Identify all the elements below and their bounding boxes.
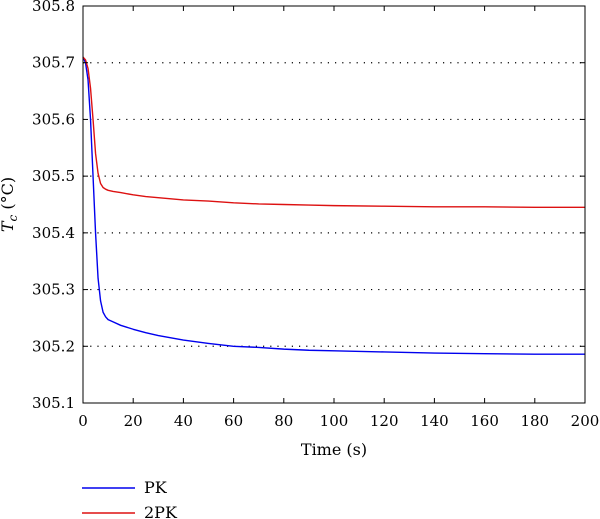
y-axis-ticks: 305.1 305.2 305.3 305.4 305.5 305.6 305.7 305.8 — [32, 0, 585, 412]
y-tick-label: 305.1 — [32, 394, 75, 412]
series-line-2pk — [82, 56, 585, 209]
x-tick-label: 40 — [174, 412, 193, 430]
legend-label-pk: PK — [144, 478, 168, 497]
x-axis-ticks: 0 20 40 60 80 100 120 140 160 180 200 — [78, 6, 599, 430]
x-axis-title: Time (s) — [301, 440, 367, 459]
y-axis-title-unit: (°C) — [0, 177, 17, 215]
x-tick-label: 180 — [520, 412, 549, 430]
y-tick-label: 305.8 — [32, 0, 75, 15]
x-tick-label: 20 — [124, 412, 143, 430]
grid-lines — [83, 62, 585, 347]
series-line-pk — [82, 56, 585, 355]
y-tick-label: 305.5 — [32, 167, 75, 185]
y-axis-title: Tc (°C) — [0, 177, 20, 232]
series-lines — [82, 56, 585, 355]
x-tick-label: 0 — [78, 412, 88, 430]
x-tick-label: 140 — [420, 412, 449, 430]
y-tick-label: 305.7 — [32, 54, 75, 72]
y-axis-title-symbol: T — [0, 220, 17, 232]
y-tick-label: 305.2 — [32, 337, 75, 355]
x-tick-label: 160 — [470, 412, 499, 430]
y-tick-label: 305.3 — [32, 281, 75, 299]
y-tick-label: 305.6 — [32, 110, 75, 128]
x-tick-label: 60 — [224, 412, 243, 430]
legend-label-2pk: 2PK — [144, 503, 178, 519]
x-tick-label: 80 — [274, 412, 293, 430]
x-tick-label: 100 — [320, 412, 349, 430]
plot-frame — [82, 5, 586, 404]
y-axis-title-subscript: c — [6, 214, 20, 221]
x-tick-label: 120 — [370, 412, 399, 430]
legend: PK 2PK — [82, 478, 178, 519]
x-tick-label: 200 — [571, 412, 600, 430]
y-tick-label: 305.4 — [32, 224, 75, 242]
